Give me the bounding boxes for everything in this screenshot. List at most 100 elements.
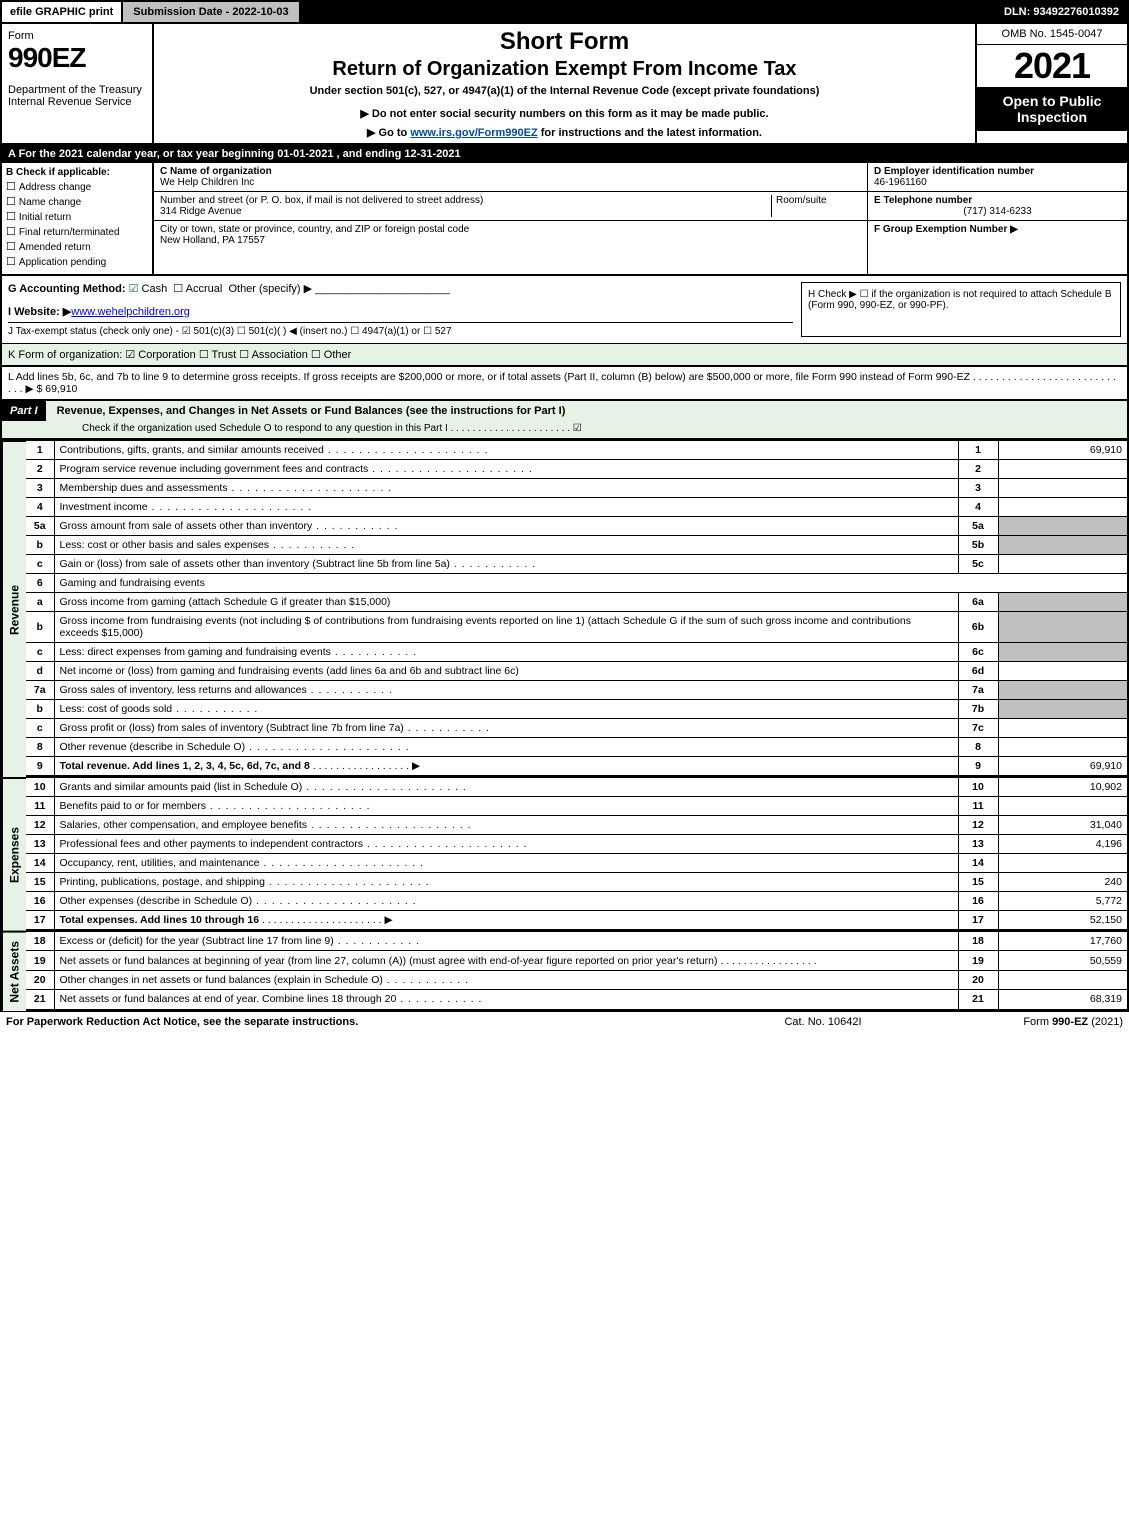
g-label: G Accounting Method: — [8, 283, 126, 295]
l-row: L Add lines 5b, 6c, and 7b to line 9 to … — [0, 367, 1129, 401]
row-a: A For the 2021 calendar year, or tax yea… — [0, 145, 1129, 163]
k-row: K Form of organization: ☑ Corporation ☐ … — [0, 344, 1129, 367]
addr-val: 314 Ridge Avenue — [160, 206, 242, 217]
line-6a: Gross income from gaming (attach Schedul… — [54, 593, 958, 612]
chk-initial[interactable]: Initial return — [6, 210, 148, 223]
amt-9: 69,910 — [998, 757, 1128, 777]
line-7a: Gross sales of inventory, less returns a… — [54, 681, 958, 700]
chk-final[interactable]: Final return/terminated — [6, 225, 148, 238]
h-box: H Check ▶ ☐ if the organization is not r… — [801, 282, 1121, 337]
netassets-table: 18Excess or (deficit) for the year (Subt… — [26, 931, 1129, 1011]
netassets-label: Net Assets — [2, 931, 26, 1011]
part-i-header: Part I Revenue, Expenses, and Changes in… — [0, 401, 1129, 440]
amt-15: 240 — [998, 873, 1128, 892]
line-8: Other revenue (describe in Schedule O) — [54, 738, 958, 757]
dept-label: Department of the Treasury Internal Reve… — [8, 84, 146, 108]
section-b: B Check if applicable: Address change Na… — [0, 163, 1129, 276]
amt-19: 50,559 — [998, 951, 1128, 970]
line-10: Grants and similar amounts paid (list in… — [54, 778, 958, 797]
amt-21: 68,319 — [998, 990, 1128, 1010]
title-return: Return of Organization Exempt From Incom… — [162, 58, 967, 81]
line-21: Net assets or fund balances at end of ye… — [54, 990, 958, 1010]
dln: DLN: 93492276010392 — [996, 2, 1127, 22]
chk-pending[interactable]: Application pending — [6, 255, 148, 268]
top-bar: efile GRAPHIC print Submission Date - 20… — [0, 0, 1129, 24]
form-header: Form 990EZ Department of the Treasury In… — [0, 24, 1129, 145]
irs-link[interactable]: www.irs.gov/Form990EZ — [410, 127, 537, 139]
ein-val: 46-1961160 — [874, 177, 927, 188]
form-label: Form — [8, 30, 146, 42]
amt-17: 52,150 — [998, 911, 1128, 931]
footer-right: Form 990-EZ (2021) — [923, 1016, 1123, 1028]
form-code: 990EZ — [8, 42, 146, 74]
part-i-title: Revenue, Expenses, and Changes in Net As… — [49, 401, 574, 421]
line-9: Total revenue. Add lines 1, 2, 3, 4, 5c,… — [54, 757, 958, 777]
line-12: Salaries, other compensation, and employ… — [54, 816, 958, 835]
note-ssn: ▶ Do not enter social security numbers o… — [162, 107, 967, 120]
website-link[interactable]: www.wehelpchildren.org — [71, 306, 190, 318]
line-14: Occupancy, rent, utilities, and maintena… — [54, 854, 958, 873]
chk-name[interactable]: Name change — [6, 195, 148, 208]
efile-print-btn[interactable]: efile GRAPHIC print — [2, 2, 123, 22]
expenses-table: 10Grants and similar amounts paid (list … — [26, 777, 1129, 931]
line-18: Excess or (deficit) for the year (Subtra… — [54, 932, 958, 951]
open-public: Open to Public Inspection — [977, 87, 1127, 131]
part-i-sub: Check if the organization used Schedule … — [2, 421, 1127, 438]
f-label: F Group Exemption Number ▶ — [874, 224, 1018, 235]
amt-12: 31,040 — [998, 816, 1128, 835]
chk-address[interactable]: Address change — [6, 180, 148, 193]
amt-18: 17,760 — [998, 932, 1128, 951]
part-i-tag: Part I — [2, 401, 46, 421]
line-5c: Gain or (loss) from sale of assets other… — [54, 555, 958, 574]
d-label: D Employer identification number — [874, 166, 1034, 177]
g-other[interactable]: Other (specify) ▶ — [228, 283, 312, 295]
city-label: City or town, state or province, country… — [160, 224, 469, 235]
e-label: E Telephone number — [874, 195, 972, 206]
amt-1: 69,910 — [998, 441, 1128, 460]
line-3: Membership dues and assessments — [54, 479, 958, 498]
line-11: Benefits paid to or for members — [54, 797, 958, 816]
chk-accrual[interactable]: Accrual — [186, 283, 223, 295]
chk-amended[interactable]: Amended return — [6, 240, 148, 253]
i-label: I Website: ▶ — [8, 306, 71, 318]
header-left: Form 990EZ Department of the Treasury In… — [2, 24, 154, 143]
footer-left: For Paperwork Reduction Act Notice, see … — [6, 1016, 723, 1028]
checkboxes-b: B Check if applicable: Address change Na… — [2, 163, 154, 274]
line-6b: Gross income from fundraising events (no… — [54, 612, 958, 643]
note-link: ▶ Go to www.irs.gov/Form990EZ for instru… — [162, 126, 967, 139]
c-label: C Name of organization — [160, 166, 272, 177]
section-g: G Accounting Method: Cash ☐ Accrual Othe… — [0, 276, 1129, 344]
room-label: Room/suite — [771, 195, 861, 217]
line-6d: Net income or (loss) from gaming and fun… — [54, 662, 958, 681]
expenses-label: Expenses — [2, 777, 26, 931]
line-4: Investment income — [54, 498, 958, 517]
line-7c: Gross profit or (loss) from sales of inv… — [54, 719, 958, 738]
omb-no: OMB No. 1545-0047 — [977, 24, 1127, 45]
line-5b: Less: cost or other basis and sales expe… — [54, 536, 958, 555]
line-5a: Gross amount from sale of assets other t… — [54, 517, 958, 536]
line-19: Net assets or fund balances at beginning… — [54, 951, 958, 970]
phone-val: (717) 314-6233 — [874, 206, 1121, 217]
org-info: C Name of organizationWe Help Children I… — [154, 163, 867, 274]
footer: For Paperwork Reduction Act Notice, see … — [0, 1011, 1129, 1032]
amt-13: 4,196 — [998, 835, 1128, 854]
org-name: We Help Children Inc — [160, 177, 254, 188]
line-7b: Less: cost of goods sold — [54, 700, 958, 719]
line-2: Program service revenue including govern… — [54, 460, 958, 479]
note-link-pre: ▶ Go to — [367, 127, 410, 139]
title-short-form: Short Form — [162, 28, 967, 56]
line-1: Contributions, gifts, grants, and simila… — [54, 441, 958, 460]
header-right: OMB No. 1545-0047 2021 Open to Public In… — [977, 24, 1127, 143]
chk-cash[interactable]: Cash — [129, 283, 168, 295]
note-link-post: for instructions and the latest informat… — [538, 127, 762, 139]
footer-center: Cat. No. 10642I — [723, 1016, 923, 1028]
line-13: Professional fees and other payments to … — [54, 835, 958, 854]
line-6: Gaming and fundraising events — [54, 574, 1128, 593]
submission-date: Submission Date - 2022-10-03 — [123, 2, 300, 22]
line-6c: Less: direct expenses from gaming and fu… — [54, 643, 958, 662]
right-info: D Employer identification number46-19611… — [867, 163, 1127, 274]
line-16: Other expenses (describe in Schedule O) — [54, 892, 958, 911]
city-val: New Holland, PA 17557 — [160, 235, 265, 246]
line-17: Total expenses. Add lines 10 through 16 … — [54, 911, 958, 931]
amt-16: 5,772 — [998, 892, 1128, 911]
